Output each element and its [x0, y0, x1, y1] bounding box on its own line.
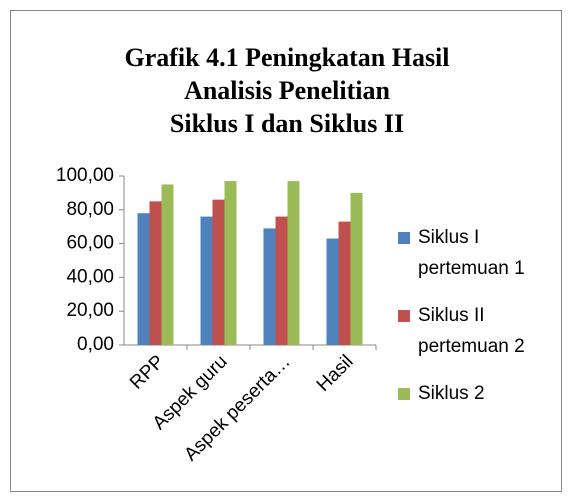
y-tick-label: 100,00: [56, 165, 114, 186]
bar: [338, 221, 351, 345]
x-tick-label: Hasil: [313, 351, 358, 396]
legend-item: Siklus II pertemuan 2: [396, 300, 546, 362]
chart-frame: [10, 10, 562, 492]
bar: [224, 181, 237, 345]
bar: [200, 216, 213, 345]
y-tick-label: 40,00: [66, 266, 114, 287]
bar: [149, 201, 162, 345]
y-tick-label: 20,00: [66, 300, 114, 321]
legend-swatch: [398, 388, 410, 400]
bar: [137, 213, 150, 345]
legend: Siklus I pertemuan 1 Siklus II pertemuan …: [396, 222, 546, 425]
legend-label: Siklus II pertemuan 2: [418, 305, 525, 357]
legend-label: Siklus I pertemuan 1: [418, 227, 525, 279]
bar: [263, 228, 276, 345]
legend-item: Siklus I pertemuan 1: [396, 222, 546, 284]
bar: [161, 184, 174, 345]
bar: [212, 199, 225, 345]
y-tick-label: 0,00: [77, 334, 114, 355]
legend-swatch: [398, 232, 410, 244]
bar: [287, 181, 300, 345]
chart-title: Siklus I dan Siklus II: [170, 109, 404, 138]
legend-label: Siklus 2: [418, 383, 485, 404]
x-tick-label: RPP: [126, 351, 168, 393]
chart-title: Grafik 4.1 Peningkatan Hasil: [124, 43, 449, 72]
chart-title: Analisis Penelitian: [184, 76, 390, 105]
legend-swatch: [398, 310, 410, 322]
bar: [350, 192, 363, 345]
bar: [275, 216, 288, 345]
y-tick-label: 80,00: [66, 199, 114, 220]
x-tick-label: Aspek peserta…: [180, 351, 294, 465]
legend-item: Siklus 2: [396, 378, 546, 409]
y-tick-label: 60,00: [66, 233, 114, 254]
bar: [326, 238, 339, 345]
